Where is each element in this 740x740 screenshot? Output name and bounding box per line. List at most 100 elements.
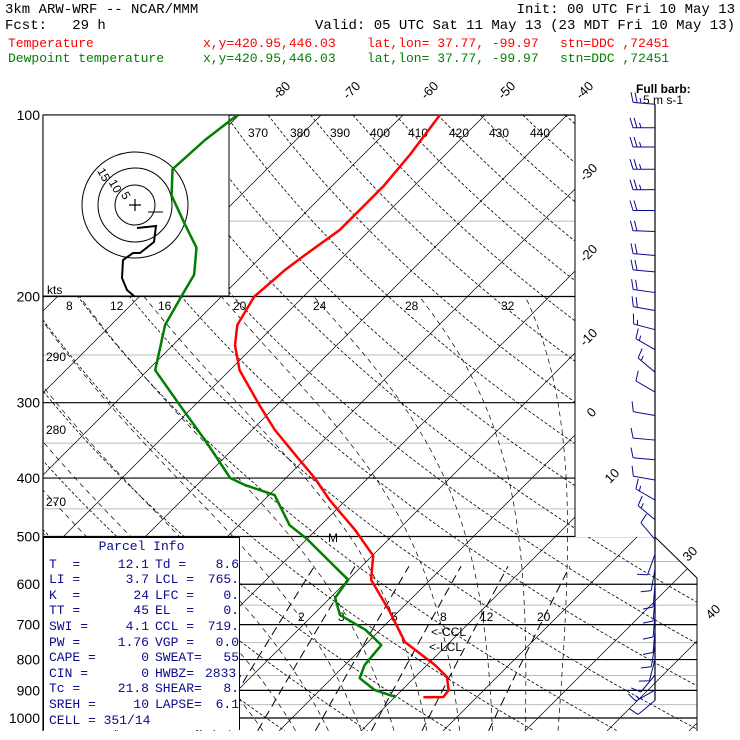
wind-barb bbox=[635, 328, 656, 351]
pressure-label: 200 bbox=[17, 289, 41, 305]
legend-dewpoint-latlon: lat,lon= 37.77, -99.97 bbox=[367, 51, 539, 66]
moist-adiabat bbox=[221, 296, 460, 731]
pressure-label: 900 bbox=[17, 682, 41, 698]
parcel-cell-value: 719. bbox=[207, 618, 239, 634]
wind-barb bbox=[630, 92, 656, 105]
forecast-hour: Fcst: 29 h bbox=[5, 18, 106, 34]
parcel-cell-value: 0 bbox=[141, 650, 149, 666]
dry-adiabat bbox=[480, 115, 697, 731]
legend-temperature-station: stn=DDC ,72451 bbox=[560, 36, 670, 51]
dry-adiabat bbox=[43, 115, 535, 731]
grid-row-label: 28 bbox=[405, 299, 419, 313]
isotherm-label: -70 bbox=[340, 78, 364, 102]
isotherm-label: -40 bbox=[573, 78, 597, 102]
parcel-cell-key: CAPE = bbox=[49, 650, 96, 666]
dry-adiabat bbox=[43, 115, 618, 731]
dry-adiabat bbox=[55, 115, 697, 731]
m-marker: M bbox=[328, 531, 338, 545]
parcel-cell-value: 21.8 bbox=[117, 681, 149, 697]
isotherm-label: 0 bbox=[584, 404, 600, 420]
wind-barb bbox=[642, 615, 656, 640]
parcel-cell-key: CCL = bbox=[155, 618, 195, 634]
dry-adiabat bbox=[564, 115, 697, 731]
barb-scale-units: 5 m s-1 bbox=[643, 93, 683, 107]
isotherm-label: -10 bbox=[577, 325, 601, 349]
parcel-row: T = 12.1 Td = 8.6 bbox=[44, 557, 239, 573]
parcel-cell-key: CIN = bbox=[49, 665, 89, 681]
lcl-marker: <-LCL bbox=[429, 640, 462, 654]
isotherm bbox=[278, 115, 697, 731]
moist-adiabat bbox=[524, 296, 568, 731]
parcel-cell-key: Tc = bbox=[49, 681, 81, 697]
isentrope-label: 380 bbox=[290, 126, 310, 140]
isentrope-label: 420 bbox=[449, 126, 469, 140]
isentrope-label: 370 bbox=[248, 126, 268, 140]
pressure-label: 400 bbox=[17, 470, 41, 486]
grid-row-label: 20 bbox=[233, 299, 247, 313]
parcel-cell-value: 10 bbox=[133, 696, 149, 712]
legend-temperature-xy: x,y=420.95,446.03 bbox=[203, 36, 336, 51]
parcel-cell-key: SWEAT= bbox=[155, 650, 202, 666]
isotherm bbox=[606, 115, 697, 731]
grid-row-label: 24 bbox=[313, 299, 327, 313]
parcel-cell-key: SREH = bbox=[49, 696, 96, 712]
parcel-cell-key: Td = bbox=[155, 556, 187, 572]
isotherm-label: -30 bbox=[577, 160, 601, 184]
wind-barb bbox=[640, 645, 656, 669]
mixing-ratio-line bbox=[370, 565, 462, 731]
pressure-label: 500 bbox=[17, 528, 41, 544]
parcel-cell-value: 12.1 bbox=[117, 556, 149, 572]
pressure-label: 1000 bbox=[9, 710, 40, 726]
isotherm-label: -50 bbox=[495, 78, 519, 102]
parcel-cell-value: 8. bbox=[223, 681, 239, 697]
pressure-label: 700 bbox=[17, 617, 41, 633]
mixing-ratio-line bbox=[488, 565, 571, 731]
parcel-cell-value: 55 bbox=[223, 650, 239, 666]
isentrope-label: 430 bbox=[489, 126, 509, 140]
wind-barb bbox=[629, 159, 656, 170]
parcel-row: CAPE = 0 SWEAT= 55 bbox=[44, 650, 239, 666]
parcel-cell-value: 765. bbox=[207, 572, 239, 588]
isotherm bbox=[43, 115, 404, 731]
pressure-label: 100 bbox=[17, 107, 41, 123]
parcel-cell-value: 2833. bbox=[205, 665, 245, 681]
parcel-row: K = 24 LFC = 0. bbox=[44, 588, 239, 604]
grid-row-label: 32 bbox=[501, 299, 515, 313]
parcel-cell-key: LCL = bbox=[155, 572, 195, 588]
parcel-cell-key: LI = bbox=[49, 572, 81, 588]
hodograph-ring bbox=[97, 167, 173, 243]
parcel-cell-key: TT = bbox=[49, 603, 81, 619]
parcel-cell-key: VGP = bbox=[155, 634, 195, 650]
dry-adiabat bbox=[43, 115, 452, 731]
parcel-info-title: Parcel Info bbox=[98, 539, 185, 554]
parcel-cell-value: 6.1 bbox=[215, 696, 239, 712]
parcel-row: SREH = 10 LAPSE= 6.1 bbox=[44, 697, 239, 713]
isentrope-label: 390 bbox=[330, 126, 350, 140]
dry-adiabat bbox=[437, 115, 697, 731]
parcel-cell-key: LFC = bbox=[155, 587, 195, 603]
wind-barb bbox=[637, 348, 656, 373]
isentrope-label: 290 bbox=[46, 350, 66, 364]
moist-adiabat bbox=[313, 296, 493, 731]
parcel-cell-value: 4.1 bbox=[125, 618, 149, 634]
wind-barb bbox=[629, 179, 656, 191]
grid-row-label: 8 bbox=[66, 299, 73, 313]
parcel-cell-value: 45 bbox=[133, 603, 149, 619]
dry-adiabat bbox=[352, 115, 697, 731]
mixing-ratio-line bbox=[421, 565, 509, 731]
wind-barb bbox=[642, 585, 656, 610]
temperature-line bbox=[233, 114, 450, 699]
mixing-ratio-label: 5 bbox=[391, 610, 398, 624]
parcel-row: Tc = 21.8 SHEAR= 8. bbox=[44, 681, 239, 697]
sounding-profiles bbox=[153, 114, 450, 699]
isotherm-label: 10 bbox=[602, 465, 623, 486]
dry-adiabat bbox=[607, 115, 697, 731]
hodograph-ring bbox=[114, 184, 156, 226]
pressure-label: 300 bbox=[17, 395, 41, 411]
moist-adiabat bbox=[419, 296, 527, 731]
wind-barb bbox=[637, 495, 656, 521]
isentrope-label: 400 bbox=[370, 126, 390, 140]
grid-row-label: 12 bbox=[110, 299, 124, 313]
parcel-info-panel: Parcel Info T = 12.1 Td = 8.6 LI = 3.7 LCL = 76… bbox=[43, 537, 245, 730]
